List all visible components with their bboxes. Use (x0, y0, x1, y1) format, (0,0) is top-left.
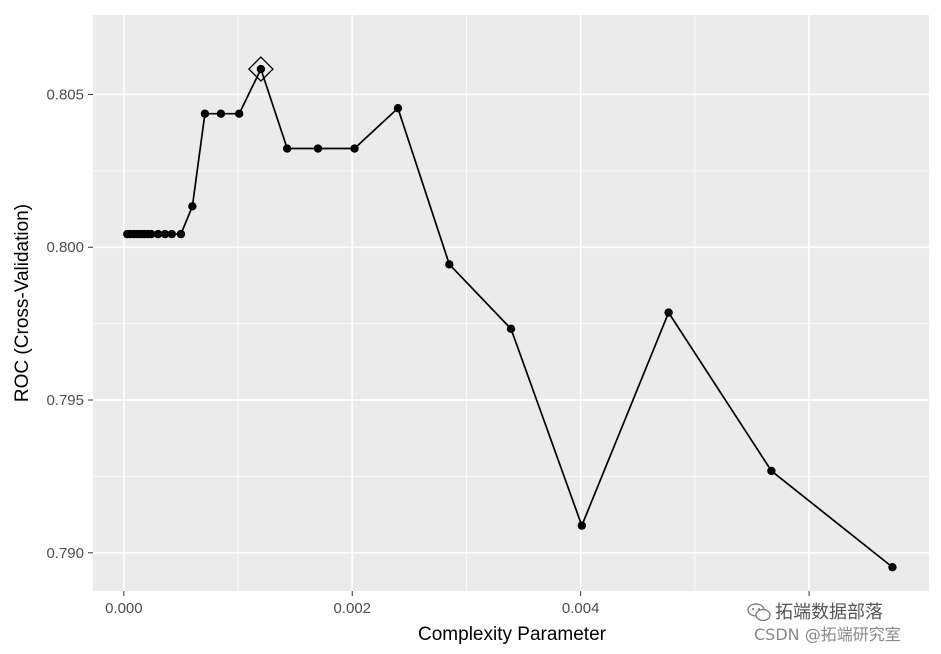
grid-major (93, 15, 929, 591)
data-point (176, 229, 186, 239)
data-point (167, 229, 177, 239)
axis-ticks: 0.000 0.002 0.004 0.790 0.795 0.800 0.805 (46, 86, 810, 617)
data-point (216, 109, 226, 118)
y-tick-label: 0.800 (46, 239, 84, 256)
y-tick-label: 0.790 (46, 545, 84, 562)
data-point (153, 229, 163, 239)
data-point (350, 144, 359, 153)
data-point (282, 144, 292, 153)
wechat-icon (747, 603, 771, 622)
data-point (888, 562, 897, 572)
y-tick-label: 0.795 (46, 392, 84, 409)
data-point (147, 229, 156, 239)
best-marker-group (247, 56, 274, 83)
best-point-diamond (247, 56, 274, 83)
data-point (188, 202, 197, 211)
data-point (577, 521, 587, 530)
x-tick-label: 0.000 (105, 600, 143, 617)
data-point (234, 109, 244, 118)
plot-panel (93, 15, 929, 591)
grid-minor (93, 15, 929, 591)
data-point (445, 260, 454, 269)
data-point (393, 103, 403, 113)
series-points-group (123, 64, 897, 572)
watermark: 拓端数据部落 CSDN @拓端研究室 (747, 602, 901, 644)
x-axis-title: Complexity Parameter (418, 624, 607, 645)
x-tick-label: 0.002 (333, 600, 371, 617)
data-point (200, 109, 210, 118)
y-tick-label: 0.805 (46, 86, 84, 103)
x-tick-label: 0.004 (562, 600, 600, 617)
watermark-line2: CSDN @拓端研究室 (754, 625, 901, 644)
data-point (767, 466, 776, 476)
y-axis-title: ROC (Cross-Validation) (12, 204, 33, 402)
data-point (313, 144, 323, 153)
data-point (506, 324, 516, 334)
data-point (160, 229, 170, 239)
watermark-line1: 拓端数据部落 (775, 602, 883, 623)
data-point (664, 308, 673, 317)
data-point (256, 64, 266, 74)
